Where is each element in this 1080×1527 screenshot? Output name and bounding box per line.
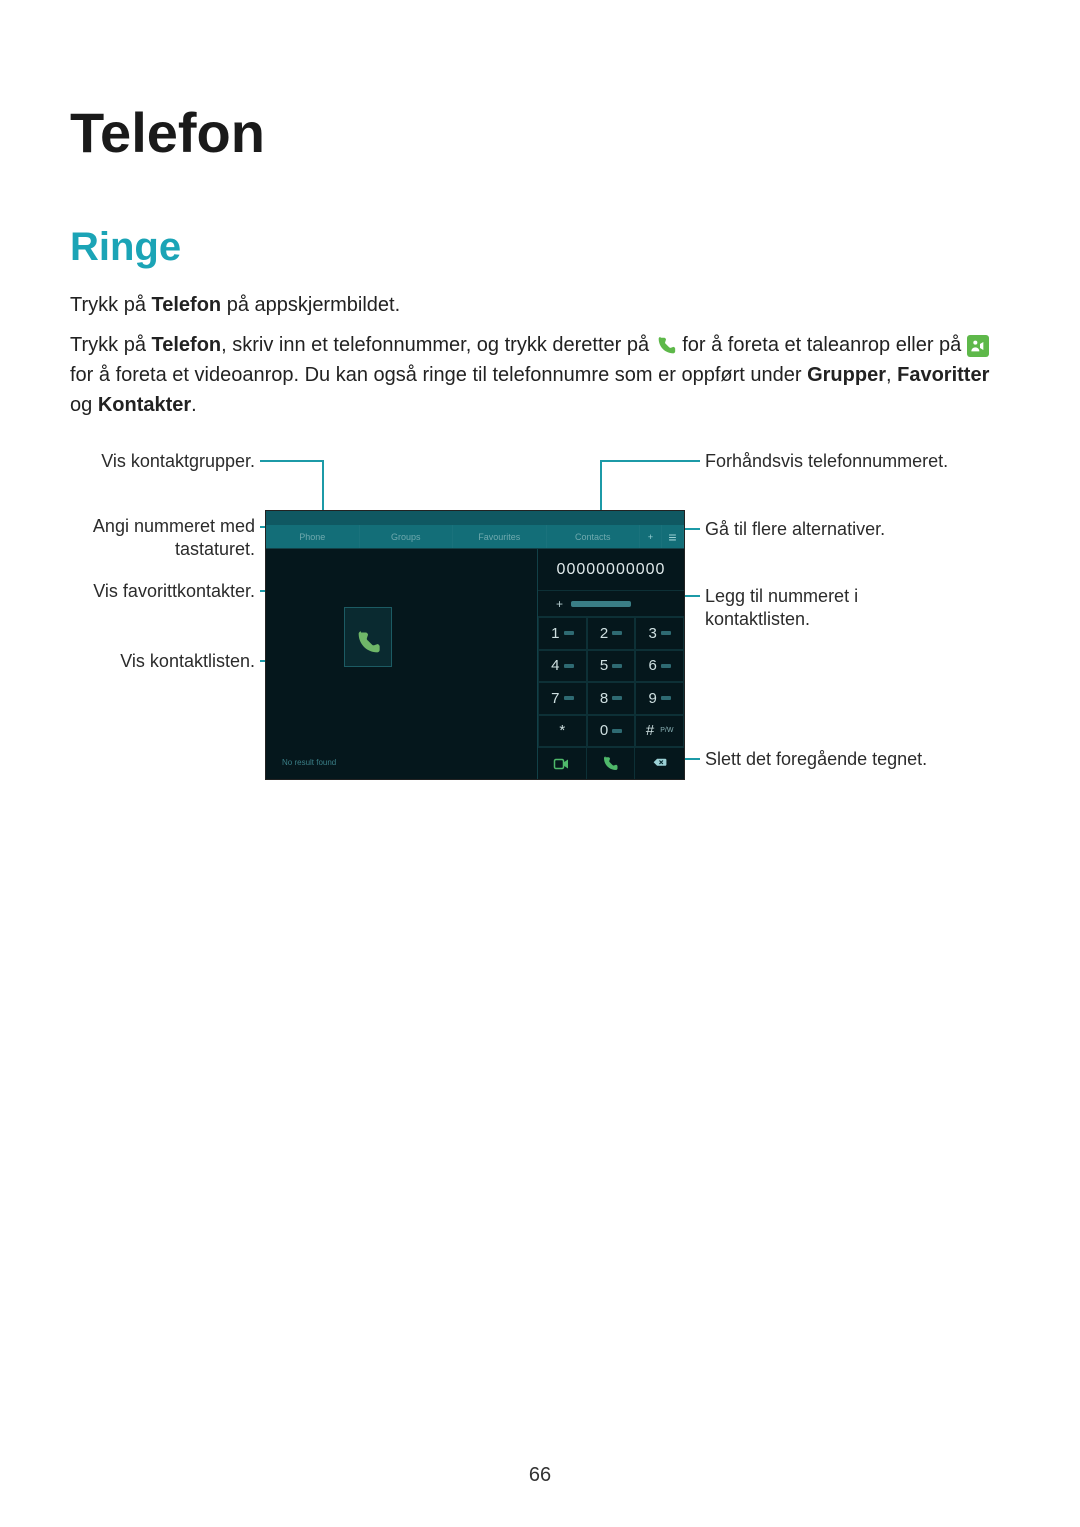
- key-0[interactable]: 0: [587, 715, 636, 748]
- tab-phone[interactable]: Phone: [266, 525, 360, 548]
- text: for å foreta et taleanrop eller på: [682, 334, 967, 356]
- add-to-contacts-button[interactable]: +: [538, 591, 684, 617]
- contact-tile[interactable]: [344, 607, 392, 667]
- callout-left-4: Vis kontaktlisten.: [70, 650, 255, 673]
- key-hash[interactable]: #P/W: [635, 715, 684, 748]
- callout-left-3: Vis favorittkontakter.: [70, 580, 255, 603]
- section-heading: Ringe: [70, 225, 1010, 270]
- page-number: 66: [0, 1464, 1080, 1487]
- add-tab-button[interactable]: +: [640, 525, 662, 548]
- paragraph-1: Trykk på Telefon på appskjermbildet.: [70, 290, 1010, 320]
- tab-groups[interactable]: Groups: [360, 525, 454, 548]
- key-star[interactable]: *: [538, 715, 587, 748]
- result-caption: No result found: [282, 758, 336, 767]
- callout-left-1: Vis kontaktgrupper.: [70, 450, 255, 473]
- video-call-icon: [967, 335, 989, 357]
- text-bold: Telefon: [152, 294, 222, 316]
- keypad: 1 2 3 4 5 6 7 8 9 * 0 #P/W: [538, 617, 684, 747]
- key-5[interactable]: 5: [587, 650, 636, 683]
- key-8[interactable]: 8: [587, 682, 636, 715]
- key-9[interactable]: 9: [635, 682, 684, 715]
- key-1[interactable]: 1: [538, 617, 587, 650]
- number-display: 00000000000: [538, 549, 684, 591]
- text: Trykk på: [70, 294, 152, 316]
- tab-favourites[interactable]: Favourites: [453, 525, 547, 548]
- text: Trykk på: [70, 334, 152, 356]
- callout-right-2: Gå til flere alternativer.: [705, 518, 965, 541]
- key-3[interactable]: 3: [635, 617, 684, 650]
- text: på appskjermbildet.: [221, 294, 400, 316]
- text: .: [191, 394, 197, 416]
- call-icon: [655, 335, 677, 357]
- annotated-screenshot: Vis kontaktgrupper. Angi nummeret med ta…: [70, 450, 1010, 830]
- text: , skriv inn et telefonnummer, og trykk d…: [221, 334, 655, 356]
- status-bar: [266, 511, 684, 525]
- text-bold: Favoritter: [897, 364, 989, 386]
- text: og: [70, 394, 98, 416]
- callout-left-2: Angi nummeret med tastaturet.: [70, 515, 255, 562]
- text-bold: Telefon: [152, 334, 222, 356]
- callout-right-3: Legg til nummeret i kontaktlisten.: [705, 585, 965, 632]
- left-pane: No result found: [266, 549, 538, 779]
- plus-icon: +: [556, 597, 563, 611]
- phone-mockup: Phone Groups Favourites Contacts + ≡ No …: [265, 510, 685, 780]
- voice-call-button[interactable]: [587, 748, 636, 779]
- callout-right-1: Forhåndsvis telefonnummeret.: [705, 450, 965, 473]
- tab-contacts[interactable]: Contacts: [547, 525, 641, 548]
- text: ,: [886, 364, 897, 386]
- video-call-button[interactable]: [538, 748, 587, 779]
- key-2[interactable]: 2: [587, 617, 636, 650]
- backspace-button[interactable]: [635, 748, 684, 779]
- text-stub: [571, 601, 631, 607]
- key-6[interactable]: 6: [635, 650, 684, 683]
- page-title: Telefon: [70, 100, 1010, 165]
- key-7[interactable]: 7: [538, 682, 587, 715]
- more-options-icon[interactable]: ≡: [662, 525, 684, 548]
- text-bold: Grupper: [807, 364, 886, 386]
- tabs-bar: Phone Groups Favourites Contacts + ≡: [266, 525, 684, 549]
- key-4[interactable]: 4: [538, 650, 587, 683]
- callout-right-4: Slett det foregående tegnet.: [705, 748, 965, 771]
- text: for å foreta et videoanrop. Du kan også …: [70, 364, 807, 386]
- text-bold: Kontakter: [98, 394, 191, 416]
- paragraph-2: Trykk på Telefon, skriv inn et telefonnu…: [70, 330, 1010, 420]
- call-icon: [351, 626, 385, 660]
